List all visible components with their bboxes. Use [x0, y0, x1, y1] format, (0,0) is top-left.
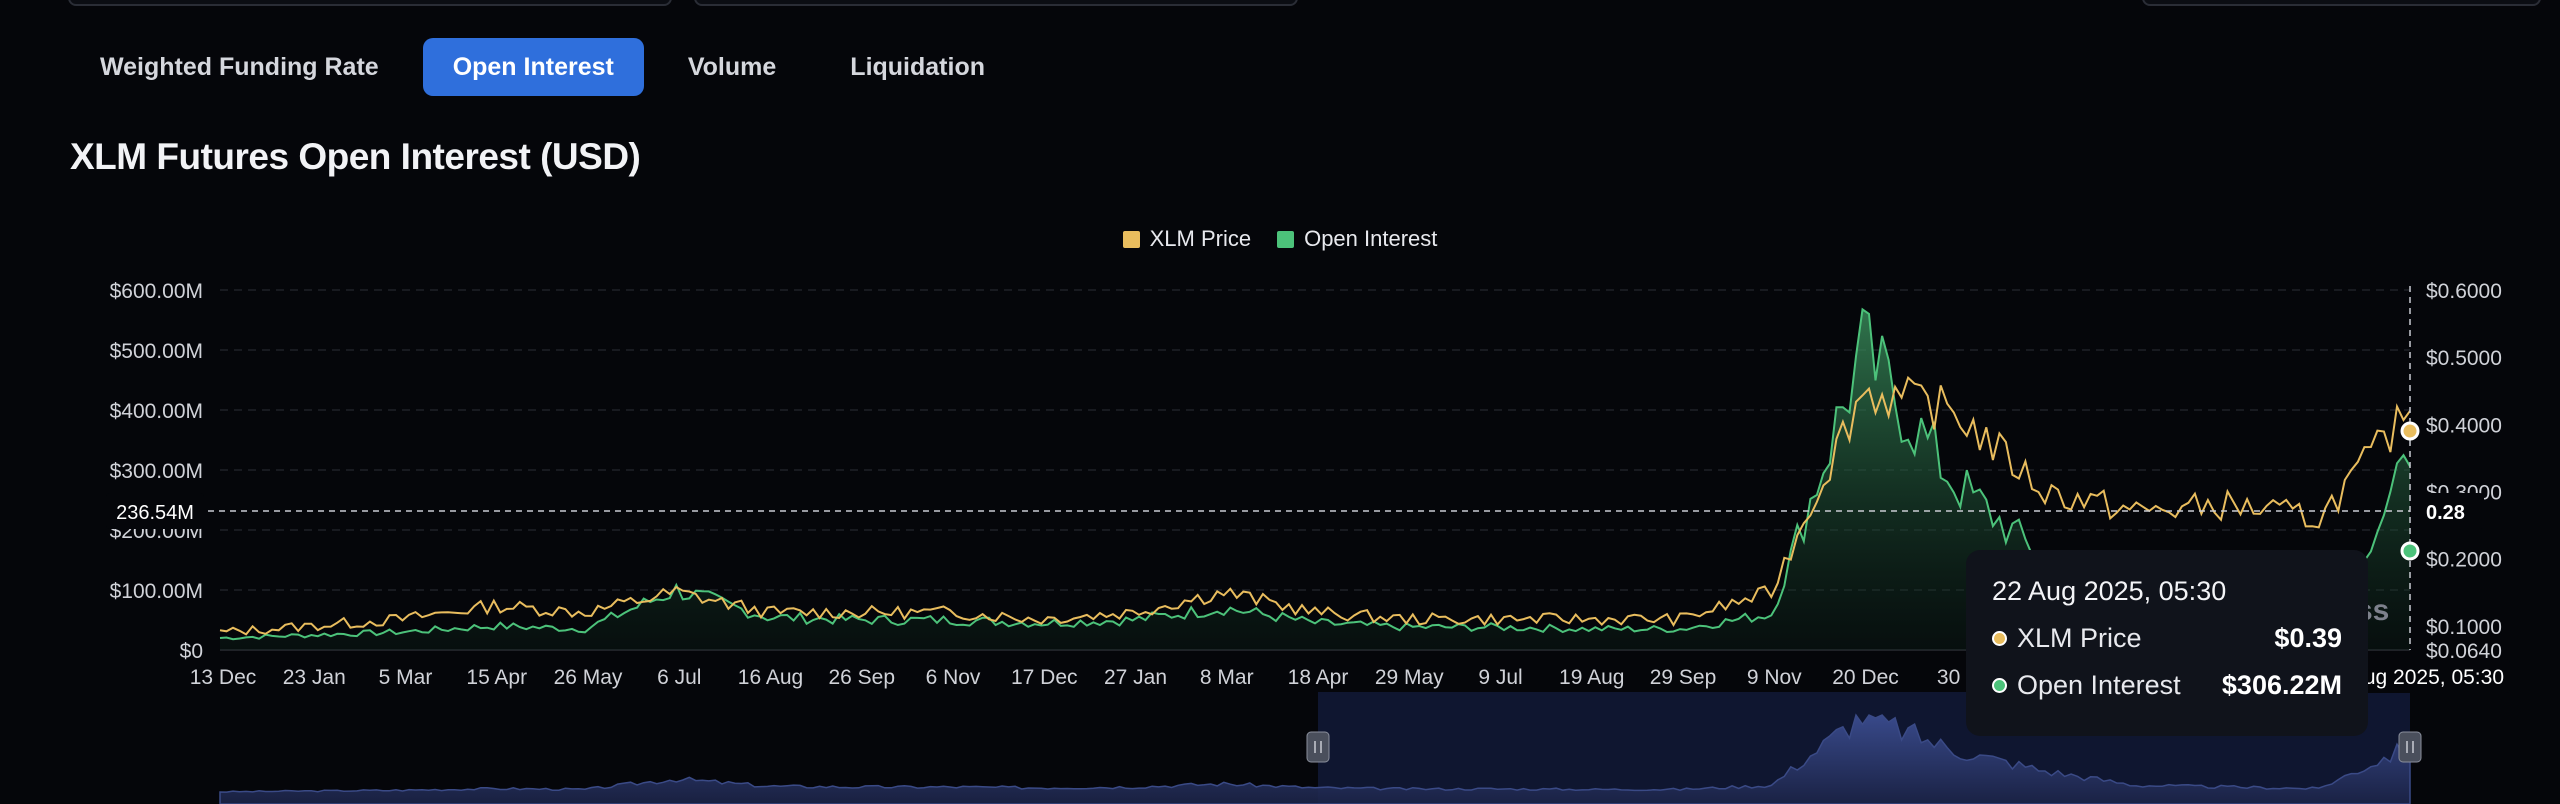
tab-weighted-funding-rate[interactable]: Weighted Funding Rate — [100, 52, 379, 81]
x-axis-tick-label: 20 Dec — [1832, 666, 1899, 689]
price-line — [219, 375, 2411, 636]
tab-liquidation[interactable]: Liquidation — [850, 52, 985, 81]
right-axis-tick-label: $0.4000 — [2426, 414, 2502, 437]
tooltip-price-value: $0.39 — [2274, 623, 2342, 653]
x-axis-tick-label: 23 Jan — [283, 666, 346, 689]
right-axis-tick-label: $0.0640 — [2426, 640, 2502, 663]
legend-label-oi: Open Interest — [1304, 226, 1438, 251]
x-axis-tick-label: 27 Jan — [1104, 666, 1167, 689]
x-axis-tick-label: 8 Mar — [1200, 666, 1254, 689]
left-axis-tick-label: $600.00M — [110, 280, 203, 303]
tooltip-row-oi: Open Interest $306.22M — [1992, 670, 2342, 701]
x-axis-tick-label: 6 Jul — [657, 666, 701, 689]
left-axis-tick-label: $400.00M — [110, 400, 203, 423]
open-interest-marker — [2400, 541, 2420, 561]
tooltip-dot-price — [1992, 631, 2007, 646]
x-axis-tick-label: 9 Nov — [1747, 666, 1802, 689]
tab-open-interest[interactable]: Open Interest — [422, 38, 644, 96]
left-axis-tick-label: $100.00M — [110, 580, 203, 603]
x-axis-tick-label: 5 Mar — [379, 666, 433, 689]
tooltip-oi-value: $306.22M — [2221, 670, 2342, 700]
chart-title: XLM Futures Open Interest (USD) — [70, 136, 641, 177]
legend-swatch-price — [1122, 230, 1140, 248]
tooltip-date: 22 Aug 2025, 05:30 — [1992, 576, 2227, 606]
metric-tabs: Weighted Funding Rate Open Interest Volu… — [70, 38, 1015, 96]
x-axis-tick-label: 26 Sep — [828, 666, 895, 689]
legend-item-xlm-price[interactable]: XLM Price — [1122, 226, 1252, 252]
x-axis-tick-label: 17 Dec — [1011, 666, 1078, 689]
legend-label-price: XLM Price — [1149, 226, 1252, 251]
tooltip-price-label: XLM Price — [2017, 623, 2142, 653]
left-axis-tick-label: $500.00M — [110, 340, 203, 363]
x-axis-tick-label: 15 Apr — [466, 666, 527, 689]
x-axis-tick-label: 29 May — [1375, 666, 1444, 689]
x-axis-tick-label: 19 Aug — [1559, 666, 1624, 689]
chart-tooltip: 22 Aug 2025, 05:30 XLM Price $0.39 Open … — [1966, 550, 2368, 736]
range-navigator — [219, 692, 2422, 804]
crosshair-left-value: 236.54M — [116, 502, 194, 524]
tooltip-dot-oi — [1992, 678, 2007, 693]
navigator-left-handle[interactable] — [1306, 731, 1330, 763]
tooltip-row-price: XLM Price $0.39 — [1992, 623, 2342, 654]
crosshair: 236.54M 0.28 22 Aug 2025, 05:30 — [106, 286, 2510, 693]
legend-swatch-oi — [1277, 230, 1295, 248]
x-axis-tick-label: 18 Apr — [1288, 666, 1349, 689]
right-y-axis: $0.0640$0.1000$0.2000$0.3000$0.4000$0.50… — [2426, 280, 2502, 663]
left-y-axis: $0$100.00M$200.00M$300.00M$400.00M$500.0… — [110, 280, 203, 663]
crosshair-x-value-bg — [2336, 659, 2510, 693]
x-axis: 13 Dec 23 Jan 5 Mar 15 Apr 26 May 6 Jul 16 Aug… — [190, 666, 1977, 689]
x-axis-tick-label: 26 May — [554, 666, 623, 689]
right-axis-tick-label: $0.6000 — [2426, 280, 2502, 303]
price-marker — [2400, 421, 2420, 441]
chart-legend: XLM Price Open Interest — [0, 226, 2560, 252]
crosshair-right-value: 0.28 — [2426, 502, 2465, 524]
right-axis-tick-label: $0.1000 — [2426, 616, 2502, 639]
tooltip-oi-label: Open Interest — [2017, 670, 2181, 700]
crosshair-left-value-bg — [106, 493, 204, 529]
x-axis-tick-label: 29 Sep — [1650, 666, 1717, 689]
navigator-series-area — [219, 713, 2411, 804]
right-axis-tick-label: $0.2000 — [2426, 549, 2502, 572]
legend-item-open-interest[interactable]: Open Interest — [1277, 226, 1437, 252]
left-axis-tick-label: $300.00M — [110, 460, 203, 483]
right-axis-tick-label: $0.5000 — [2426, 347, 2502, 370]
x-axis-tick-label: 6 Nov — [926, 666, 981, 689]
tab-volume[interactable]: Volume — [687, 52, 777, 81]
navigator-right-handle[interactable] — [2398, 731, 2422, 763]
crosshair-right-value-bg — [2416, 493, 2484, 529]
left-axis-tick-label: $0 — [180, 640, 203, 663]
x-axis-tick-label: 13 Dec — [190, 666, 257, 689]
x-axis-tick-label: 16 Aug — [738, 666, 803, 689]
x-axis-tick-label: 9 Jul — [1478, 666, 1522, 689]
